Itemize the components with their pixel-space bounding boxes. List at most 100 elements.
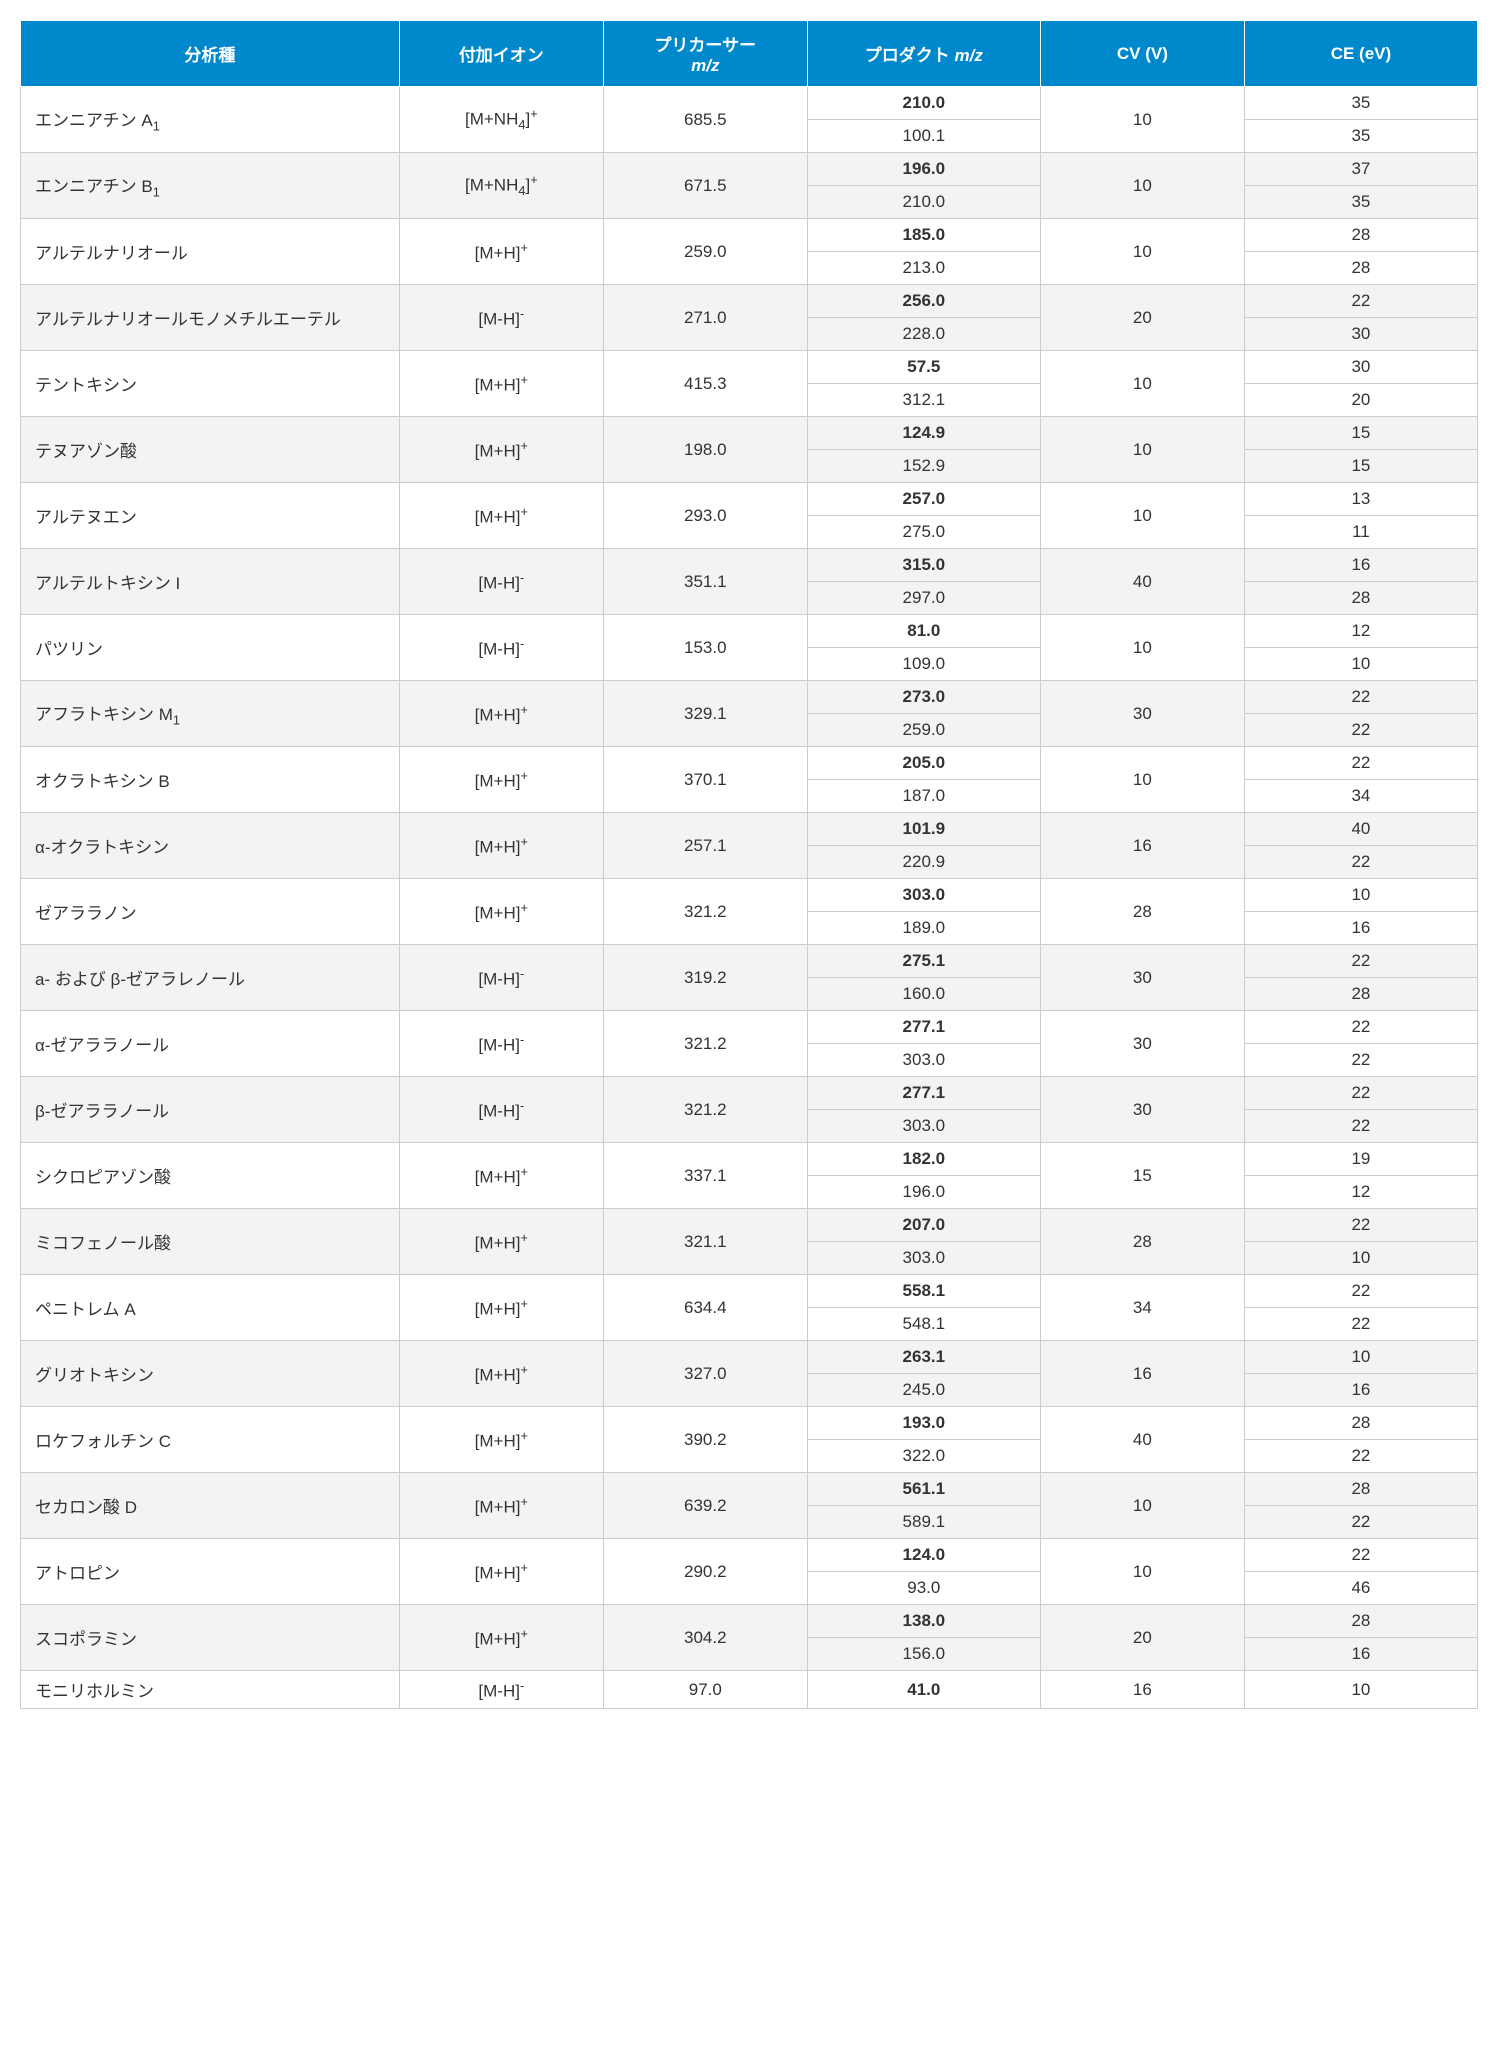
cell-cv: 20 <box>1040 285 1244 351</box>
cell-product: 273.0 <box>807 681 1040 714</box>
cell-analyte: パツリン <box>21 615 400 681</box>
cell-cv: 40 <box>1040 549 1244 615</box>
cell-ce: 22 <box>1244 1077 1477 1110</box>
cell-product: 303.0 <box>807 879 1040 912</box>
cell-adduct: [M+H]+ <box>399 351 603 417</box>
cell-adduct: [M+H]+ <box>399 417 603 483</box>
cell-ce: 22 <box>1244 1044 1477 1077</box>
cell-ce: 37 <box>1244 153 1477 186</box>
cell-ce: 16 <box>1244 1638 1477 1671</box>
cell-cv: 10 <box>1040 615 1244 681</box>
cell-product: 193.0 <box>807 1407 1040 1440</box>
cell-ce: 35 <box>1244 186 1477 219</box>
cell-product: 256.0 <box>807 285 1040 318</box>
cell-product: 152.9 <box>807 450 1040 483</box>
cell-ce: 28 <box>1244 219 1477 252</box>
cell-analyte: グリオトキシン <box>21 1341 400 1407</box>
cell-adduct: [M+H]+ <box>399 1473 603 1539</box>
cell-analyte: α-オクラトキシン <box>21 813 400 879</box>
table-row: テヌアゾン酸[M+H]+198.0124.91015 <box>21 417 1478 450</box>
cell-adduct: [M+H]+ <box>399 747 603 813</box>
cell-adduct: [M+NH4]+ <box>399 153 603 219</box>
cell-analyte: アルテルナリオール <box>21 219 400 285</box>
cell-ce: 22 <box>1244 1440 1477 1473</box>
cell-product: 548.1 <box>807 1308 1040 1341</box>
cell-ce: 22 <box>1244 1110 1477 1143</box>
cell-ce: 15 <box>1244 450 1477 483</box>
cell-ce: 12 <box>1244 1176 1477 1209</box>
cell-cv: 40 <box>1040 1407 1244 1473</box>
cell-precursor: 685.5 <box>603 87 807 153</box>
cell-cv: 10 <box>1040 153 1244 219</box>
cell-analyte: セカロン酸 D <box>21 1473 400 1539</box>
cell-product: 185.0 <box>807 219 1040 252</box>
cell-ce: 46 <box>1244 1572 1477 1605</box>
table-row: シクロピアゾン酸[M+H]+337.1182.01519 <box>21 1143 1478 1176</box>
cell-analyte: エンニアチン A1 <box>21 87 400 153</box>
cell-precursor: 198.0 <box>603 417 807 483</box>
cell-precursor: 321.2 <box>603 1011 807 1077</box>
cell-ce: 35 <box>1244 87 1477 120</box>
cell-ce: 10 <box>1244 1671 1477 1709</box>
cell-cv: 16 <box>1040 1341 1244 1407</box>
table-header: 分析種 付加イオン プリカーサー m/z プロダクト m/z CV (V) CE… <box>21 21 1478 87</box>
cell-product: 303.0 <box>807 1242 1040 1275</box>
cell-product: 213.0 <box>807 252 1040 285</box>
cell-ce: 10 <box>1244 1341 1477 1374</box>
mrm-transition-table: 分析種 付加イオン プリカーサー m/z プロダクト m/z CV (V) CE… <box>20 20 1478 1709</box>
cell-adduct: [M-H]- <box>399 945 603 1011</box>
cell-product: 187.0 <box>807 780 1040 813</box>
cell-ce: 40 <box>1244 813 1477 846</box>
col-cv: CV (V) <box>1040 21 1244 87</box>
cell-ce: 34 <box>1244 780 1477 813</box>
cell-ce: 13 <box>1244 483 1477 516</box>
cell-product: 275.1 <box>807 945 1040 978</box>
cell-cv: 30 <box>1040 1011 1244 1077</box>
cell-analyte: スコポラミン <box>21 1605 400 1671</box>
cell-ce: 16 <box>1244 1374 1477 1407</box>
cell-precursor: 271.0 <box>603 285 807 351</box>
table-row: エンニアチン B1[M+NH4]+671.5196.01037 <box>21 153 1478 186</box>
cell-precursor: 639.2 <box>603 1473 807 1539</box>
table-row: セカロン酸 D[M+H]+639.2561.11028 <box>21 1473 1478 1506</box>
cell-cv: 16 <box>1040 813 1244 879</box>
cell-analyte: アトロピン <box>21 1539 400 1605</box>
cell-ce: 11 <box>1244 516 1477 549</box>
col-precursor: プリカーサー m/z <box>603 21 807 87</box>
cell-product: 138.0 <box>807 1605 1040 1638</box>
cell-ce: 28 <box>1244 1473 1477 1506</box>
table-row: α-オクラトキシン[M+H]+257.1101.91640 <box>21 813 1478 846</box>
cell-adduct: [M-H]- <box>399 1011 603 1077</box>
cell-precursor: 329.1 <box>603 681 807 747</box>
cell-product: 100.1 <box>807 120 1040 153</box>
cell-product: 263.1 <box>807 1341 1040 1374</box>
cell-product: 124.0 <box>807 1539 1040 1572</box>
cell-adduct: [M+H]+ <box>399 1275 603 1341</box>
cell-adduct: [M+H]+ <box>399 1605 603 1671</box>
cell-product: 303.0 <box>807 1110 1040 1143</box>
cell-product: 156.0 <box>807 1638 1040 1671</box>
cell-cv: 30 <box>1040 681 1244 747</box>
table-row: ロケフォルチン C[M+H]+390.2193.04028 <box>21 1407 1478 1440</box>
cell-cv: 10 <box>1040 417 1244 483</box>
cell-adduct: [M+H]+ <box>399 483 603 549</box>
table-row: モニリホルミン[M-H]-97.041.01610 <box>21 1671 1478 1709</box>
table-row: オクラトキシン B[M+H]+370.1205.01022 <box>21 747 1478 780</box>
cell-cv: 10 <box>1040 1473 1244 1539</box>
cell-cv: 30 <box>1040 1077 1244 1143</box>
cell-product: 101.9 <box>807 813 1040 846</box>
cell-precursor: 634.4 <box>603 1275 807 1341</box>
cell-product: 205.0 <box>807 747 1040 780</box>
cell-precursor: 321.2 <box>603 1077 807 1143</box>
cell-precursor: 321.1 <box>603 1209 807 1275</box>
cell-cv: 20 <box>1040 1605 1244 1671</box>
cell-cv: 10 <box>1040 1539 1244 1605</box>
cell-product: 196.0 <box>807 1176 1040 1209</box>
cell-cv: 10 <box>1040 219 1244 285</box>
cell-product: 589.1 <box>807 1506 1040 1539</box>
cell-product: 182.0 <box>807 1143 1040 1176</box>
cell-product: 257.0 <box>807 483 1040 516</box>
cell-precursor: 153.0 <box>603 615 807 681</box>
cell-adduct: [M+H]+ <box>399 1341 603 1407</box>
cell-adduct: [M-H]- <box>399 1077 603 1143</box>
